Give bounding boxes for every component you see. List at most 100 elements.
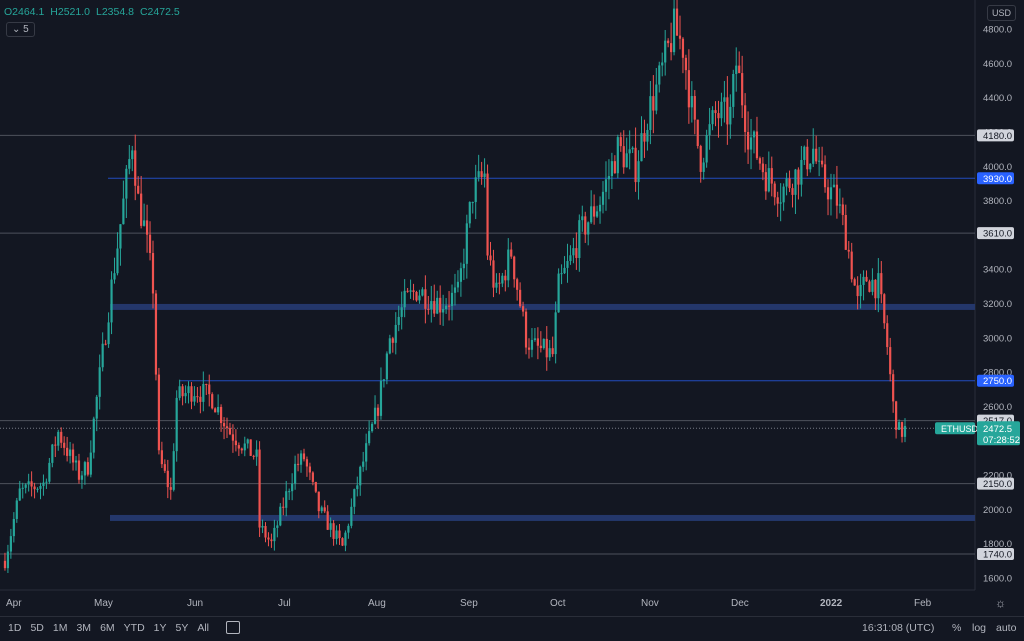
y-tick-label: 2600.0	[983, 402, 1012, 413]
candle-body	[368, 431, 371, 444]
candle-body	[619, 137, 622, 147]
candle-body	[329, 523, 332, 530]
price-label-4180.0: 4180.0	[983, 131, 1012, 142]
candle-body	[800, 159, 803, 185]
candle-body	[853, 279, 856, 286]
candle-body	[208, 384, 211, 395]
range-ytd[interactable]: YTD	[123, 622, 145, 634]
candle-body	[566, 261, 569, 268]
candle-body	[447, 305, 451, 307]
candle-body	[119, 224, 122, 249]
range-1d[interactable]: 1D	[8, 622, 22, 634]
utc-clock[interactable]: 16:31:08 (UTC)	[862, 622, 935, 634]
range-1y[interactable]: 1Y	[153, 622, 167, 634]
candle-body	[172, 451, 175, 490]
range-5y[interactable]: 5Y	[175, 622, 189, 634]
candle-body	[705, 135, 708, 163]
candle-body	[196, 396, 199, 398]
candle-body	[424, 289, 427, 309]
candle-body	[593, 206, 596, 217]
candle-body	[587, 222, 590, 235]
candle-body	[320, 507, 323, 512]
candle-body	[690, 96, 693, 108]
x-tick-label: 2022	[820, 598, 843, 609]
interval-toggle[interactable]: ⌄ 5	[6, 22, 35, 37]
candle-body	[125, 168, 128, 199]
candle-body	[708, 124, 711, 136]
calendar-goto-icon[interactable]	[226, 621, 240, 634]
candle-body	[732, 73, 735, 107]
log-toggle[interactable]: log	[972, 622, 987, 634]
candle-body	[806, 146, 809, 170]
candle-body	[883, 294, 886, 324]
candle-body	[86, 462, 89, 475]
candle-body	[507, 249, 510, 281]
candle-body	[335, 530, 338, 539]
candle-body	[77, 460, 81, 480]
candle-body	[276, 525, 279, 528]
candle-body	[468, 202, 471, 224]
candle-body	[658, 65, 661, 85]
candle-body	[560, 273, 563, 275]
candle-body	[30, 481, 33, 487]
candle-body	[871, 279, 874, 292]
candle-body	[442, 308, 445, 313]
candle-body	[27, 481, 30, 485]
percent-toggle[interactable]: %	[952, 622, 962, 634]
candle-body	[261, 525, 264, 528]
candle-body	[433, 301, 436, 314]
candle-body	[193, 396, 196, 402]
candle-body	[51, 444, 54, 463]
candle-body	[856, 285, 859, 297]
candle-body	[291, 483, 294, 492]
candle-body	[601, 191, 605, 205]
candle-body	[60, 431, 63, 443]
candle-body	[877, 273, 880, 299]
candle-body	[246, 439, 249, 444]
candle-body	[18, 488, 21, 501]
range-6m[interactable]: 6M	[100, 622, 115, 634]
y-tick-label: 3400.0	[983, 265, 1012, 276]
y-tick-label: 3000.0	[983, 333, 1012, 344]
candle-body	[163, 464, 166, 471]
candle-body	[178, 386, 181, 398]
candle-body	[317, 491, 320, 512]
candle-body	[365, 443, 368, 462]
candle-body	[252, 455, 255, 457]
candle-body	[687, 70, 690, 108]
candle-body	[63, 442, 66, 448]
range-3m[interactable]: 3M	[76, 622, 92, 634]
candle-body	[353, 489, 356, 507]
currency-button[interactable]: USD	[987, 5, 1017, 21]
candle-body	[409, 290, 412, 292]
candle-body	[900, 422, 904, 437]
candle-body	[140, 193, 143, 226]
candle-body	[723, 97, 726, 102]
candle-body	[785, 178, 788, 187]
candle-body	[874, 279, 877, 299]
candle-body	[880, 273, 883, 295]
candle-body	[735, 65, 738, 74]
candle-body	[477, 171, 480, 178]
candle-body	[892, 374, 895, 402]
settings-gear-icon[interactable]: ☼	[995, 596, 1006, 610]
candle-body	[373, 407, 377, 424]
candle-body	[752, 131, 756, 138]
candle-body	[332, 523, 335, 539]
candle-body	[311, 472, 314, 482]
candle-body	[569, 255, 572, 262]
range-all[interactable]: All	[197, 622, 210, 634]
auto-toggle[interactable]: auto	[996, 622, 1017, 634]
candle-body	[598, 204, 602, 212]
symbol-tag-box	[935, 422, 975, 435]
range-5d[interactable]: 5D	[30, 622, 44, 634]
candle-body	[770, 168, 773, 184]
candlestick-chart[interactable]: 1600.01800.02000.02200.02400.02600.02800…	[0, 0, 1024, 616]
candle-body	[110, 279, 113, 323]
range-1m[interactable]: 1M	[52, 622, 68, 634]
candle-body	[524, 311, 528, 348]
candle-body	[160, 450, 163, 465]
candle-body	[12, 518, 15, 537]
candle-body	[370, 423, 374, 432]
candle-body	[228, 428, 232, 435]
